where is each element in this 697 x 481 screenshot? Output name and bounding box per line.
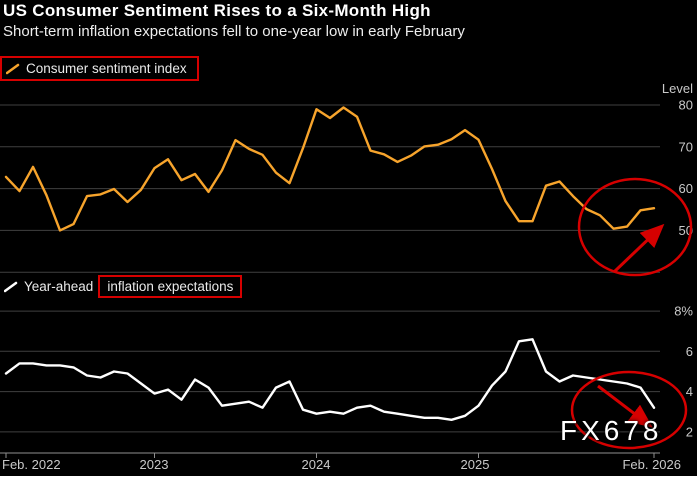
y-tick-label: 6	[686, 344, 693, 359]
x-tick-label: 2024	[301, 457, 331, 472]
y-tick-label: 70	[679, 139, 693, 154]
legend-consumer-sentiment: Consumer sentiment index	[0, 56, 199, 81]
legend-inflation: Year-ahead inflation expectations	[0, 275, 243, 298]
y-tick-label: 50	[679, 223, 693, 238]
y-tick-label: 8%	[674, 304, 693, 319]
year-ahead-inflation-expectations-line	[4, 338, 656, 422]
y-tick-label: 4	[686, 384, 693, 399]
sentiment-line-mark-icon	[6, 63, 20, 74]
y-tick-label: 60	[679, 181, 693, 196]
x-tick-label: Feb. 2026	[622, 457, 681, 472]
inflation-chart: 8% 6 4 2	[0, 304, 693, 458]
legend-label-inflation-prefix: Year-ahead	[24, 279, 94, 294]
y-tick-label: 80	[679, 98, 693, 113]
x-tick-label: 2025	[460, 457, 490, 472]
page-edge	[0, 476, 697, 481]
y-tick-label: 2	[686, 424, 693, 439]
page-title: US Consumer Sentiment Rises to a Six-Mon…	[3, 1, 431, 20]
sentiment-chart: 80 70 60 50	[0, 98, 693, 273]
x-tick-label: Feb. 2022	[2, 457, 61, 472]
consumer-sentiment-index-line	[4, 106, 656, 232]
legend-highlight-box: Consumer sentiment index	[0, 56, 199, 81]
subtitle: Short-term inflation expectations fell t…	[3, 23, 465, 40]
watermark: FX678	[560, 415, 663, 446]
x-tick-label: 2023	[139, 457, 169, 472]
legend-highlight-box-inflation: inflation expectations	[98, 275, 243, 298]
legend-label-sentiment: Consumer sentiment index	[26, 61, 187, 76]
y-axis-unit-label: Level	[661, 81, 693, 96]
inflation-line-mark-icon	[4, 281, 18, 292]
